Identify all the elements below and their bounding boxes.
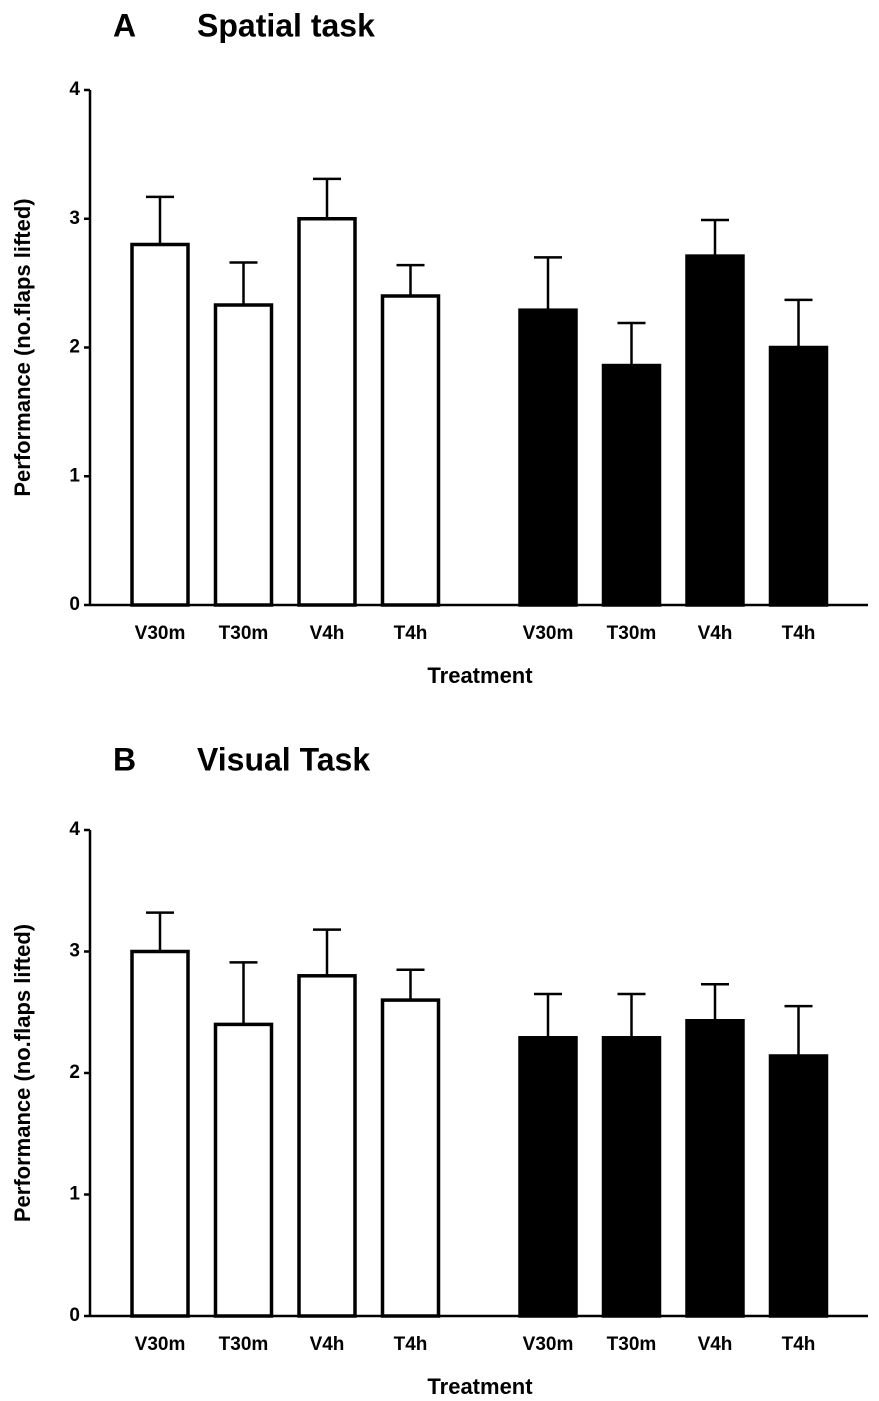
y-tick-label: 3: [69, 208, 80, 229]
y-tick-label: 4: [69, 79, 80, 100]
bar: [297, 217, 357, 607]
x-tick-label: V4h: [310, 1334, 345, 1355]
bar: [768, 1054, 829, 1318]
bar: [130, 949, 190, 1318]
bar: [297, 974, 357, 1318]
bar: [380, 998, 441, 1318]
y-tick-label: 2: [69, 337, 80, 358]
x-axis-label: Treatment: [427, 663, 533, 688]
x-tick-label: T4h: [394, 1334, 428, 1355]
x-tick-label: T4h: [782, 1334, 816, 1355]
y-axis-label: Performance (no.flaps lifted): [10, 924, 35, 1222]
x-tick-label: T30m: [607, 623, 657, 644]
y-axis-label: Performance (no.flaps lifted): [10, 198, 35, 496]
x-tick-label: T4h: [782, 623, 816, 644]
bar: [601, 1036, 662, 1318]
x-tick-label: V30m: [135, 623, 186, 644]
chart-title: Spatial task: [197, 7, 375, 43]
x-tick-label: T4h: [394, 623, 428, 644]
bar: [685, 1019, 745, 1318]
x-tick-label: V30m: [523, 623, 574, 644]
bar: [130, 242, 190, 607]
y-tick-label: 1: [69, 465, 80, 486]
bar: [213, 1022, 274, 1318]
x-tick-label: T30m: [219, 623, 269, 644]
x-axis-label: Treatment: [427, 1374, 533, 1399]
y-tick-label: 0: [69, 594, 80, 615]
x-tick-label: V30m: [135, 1334, 186, 1355]
x-tick-label: V4h: [310, 623, 345, 644]
x-tick-label: T30m: [219, 1334, 269, 1355]
bar: [213, 303, 274, 607]
chart-title: Visual Task: [197, 741, 370, 777]
y-tick-label: 2: [69, 1062, 80, 1083]
x-tick-label: V30m: [523, 1334, 574, 1355]
y-tick-label: 4: [69, 819, 80, 840]
y-tick-label: 0: [69, 1305, 80, 1326]
y-tick-label: 1: [69, 1184, 80, 1205]
bar: [685, 254, 745, 607]
panel: B Visual Task 0 1 2 3 4 Performance (no.flaps l…: [10, 741, 868, 1399]
bar: [518, 308, 578, 607]
bar: [518, 1036, 578, 1318]
panel-label: B: [113, 741, 136, 777]
bar: [601, 363, 662, 607]
panel: A Spatial task 0 1 2 3 4 Performance (no.flaps …: [10, 7, 868, 688]
bar: [380, 294, 441, 607]
x-tick-label: T30m: [607, 1334, 657, 1355]
panel-label: A: [113, 7, 136, 43]
bar: [768, 345, 829, 607]
x-tick-label: V4h: [698, 1334, 733, 1355]
x-tick-label: V4h: [698, 623, 733, 644]
y-tick-label: 3: [69, 941, 80, 962]
